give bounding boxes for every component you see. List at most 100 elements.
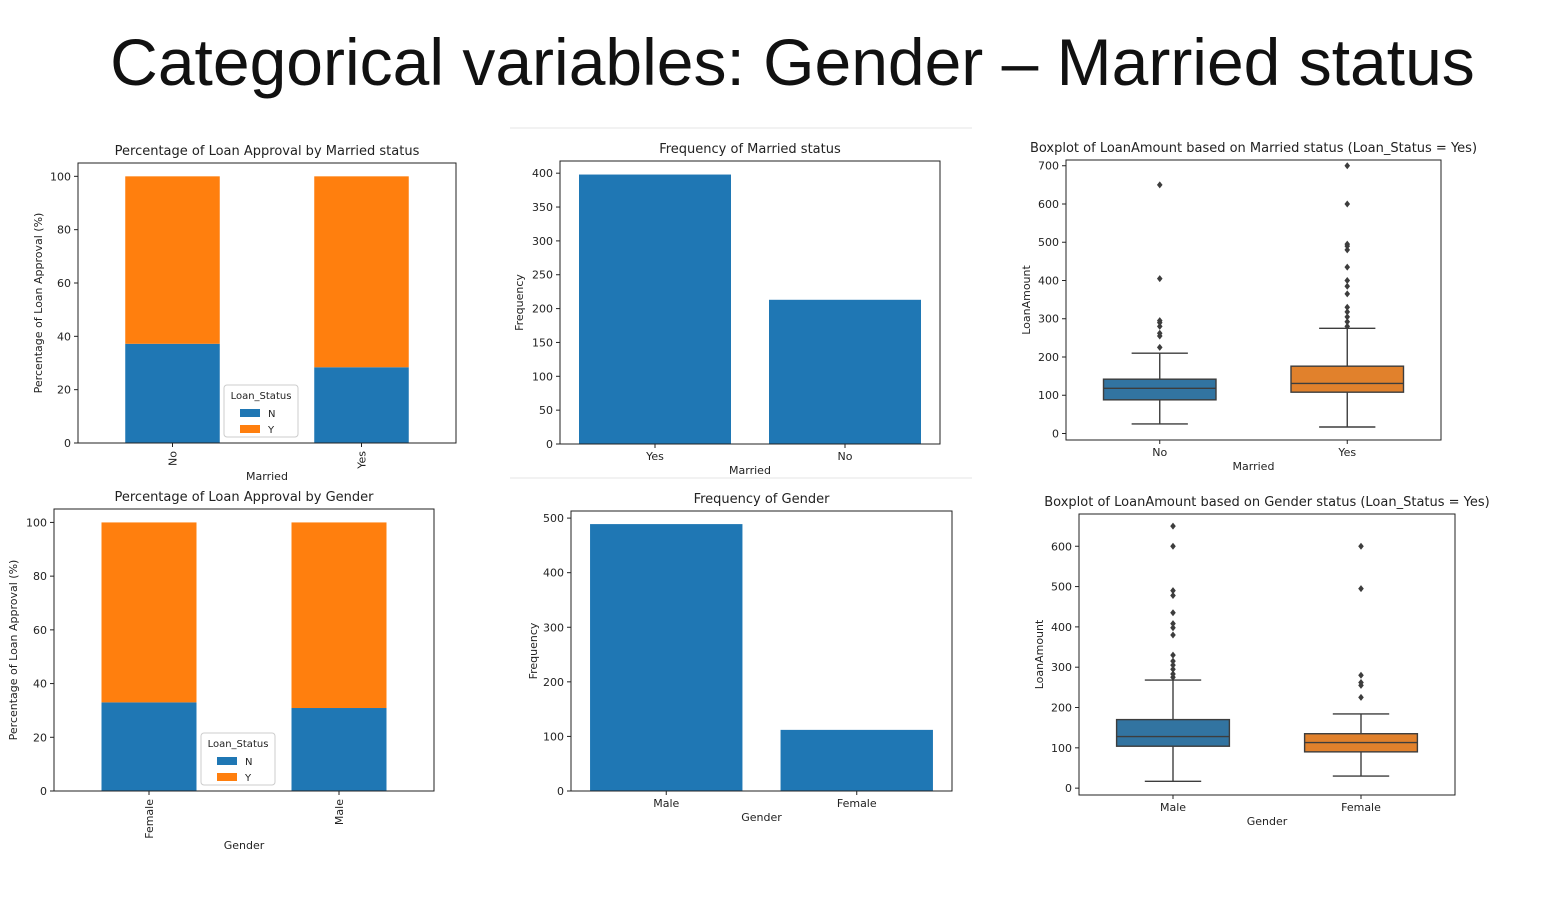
outlier-point [1170,542,1176,550]
outlier-point [1344,200,1351,208]
y-tick-label: 20 [33,731,47,744]
y-tick-label: 150 [532,336,553,349]
chart-married-freq: Yes No 0 50 100 150 200 250 300 350 400 Frequency o… [510,127,972,477]
bar-segment-y [101,522,197,703]
y-tick-label: 60 [33,624,47,637]
y-tick-label: 300 [1038,313,1059,326]
y-tick-label: 100 [26,516,47,529]
legend-title: Loan_Status [208,739,269,750]
x-tick-label: No [1152,446,1167,459]
chart-married-pct: No Yes 0 20 40 60 80 100 Percentage of Loan Appr… [32,144,457,483]
outlier-point [1344,246,1351,254]
outlier-point [1170,670,1176,678]
y-tick-label: 300 [1051,661,1072,674]
outlier-point [1156,275,1163,283]
y-tick-label: 400 [1051,621,1072,634]
y-tick-label: 100 [50,170,71,183]
outlier-point [1344,290,1351,298]
box-no [1102,181,1217,425]
x-axis-label: Married [1233,460,1275,473]
y-axis-label: Percentage of Loan Approval (%) [32,213,45,394]
iqr-box [1115,718,1231,747]
x-tick-label: Yes [645,450,664,463]
iqr-box [1102,378,1217,401]
legend-swatch [217,773,237,781]
y-tick-label: 0 [40,785,47,798]
legend-title: Loan_Status [231,391,292,402]
chart-gender-pct: Female Male 0 20 40 60 80 100 Percentage of Loan… [7,490,435,852]
bar-segment-n [125,343,220,443]
bar-segment-n [314,367,409,443]
chart-title: Frequency of Gender [694,492,831,507]
y-tick-label: 500 [1038,236,1059,249]
y-tick-label: 50 [539,404,553,417]
outlier-point [1170,522,1176,530]
bar-segment-n [291,708,387,791]
y-tick-label: 60 [57,277,71,290]
y-tick-label: 600 [1038,198,1059,211]
x-tick-label: No [838,450,853,463]
legend-box [223,384,299,438]
y-tick-label: 40 [33,678,47,691]
legend-label: N [268,409,275,420]
chart-married-box: No Yes 0 100 200 300 400 500 600 700 Boxplot of Lo… [1020,141,1477,473]
plot-frame [1065,159,1442,441]
y-tick-label: 100 [532,370,553,383]
bar [579,174,731,445]
outlier-point [1170,657,1176,665]
outlier-point [1156,322,1163,330]
outlier-point [1170,609,1176,617]
bar [769,299,921,444]
y-tick-label: 100 [1051,742,1072,755]
outlier-point [1344,308,1351,316]
x-tick-label: Female [1341,801,1381,814]
y-tick-label: 500 [1051,581,1072,594]
outlier-point [1170,591,1176,599]
y-tick-label: 200 [532,303,553,316]
y-tick-label: 80 [57,224,71,237]
y-tick-label: 100 [1038,389,1059,402]
outlier-point [1170,631,1176,639]
y-tick-label: 0 [64,437,71,450]
y-tick-label: 0 [1065,782,1072,795]
bar [780,729,933,791]
outlier-point [1344,276,1351,284]
bar-segment-y [125,176,220,344]
legend: Loan_Status NY [223,384,299,438]
y-tick-label: 200 [1051,702,1072,715]
bar-segment-y [291,522,387,709]
y-tick-label: 100 [543,730,564,743]
outlier-point [1358,671,1364,679]
y-tick-label: 0 [1052,427,1059,440]
box-yes [1290,162,1405,428]
outlier-point [1156,343,1163,351]
y-tick-label: 400 [1038,274,1059,287]
bar-segment-y [314,176,409,368]
y-axis-label: LoanAmount [1033,619,1046,689]
x-axis-label: Gender [741,811,782,824]
y-axis-label: Percentage of Loan Approval (%) [7,560,20,741]
outlier-point [1344,263,1351,271]
outlier-point [1358,542,1364,550]
outlier-point [1170,624,1176,632]
chart-gender-freq: Male Female 0 100 200 300 400 500 Frequency of G… [510,477,972,824]
chart-title: Percentage of Loan Approval by Gender [114,490,374,505]
x-tick-label: Female [143,799,156,839]
y-tick-label: 300 [543,621,564,634]
plot-frame [1078,513,1456,796]
y-tick-label: 200 [1038,351,1059,364]
x-axis-label: Married [729,464,771,477]
y-axis-label: Frequency [513,274,526,331]
y-tick-label: 0 [557,785,564,798]
outlier-point [1170,651,1176,659]
legend-swatch [240,425,260,433]
y-tick-label: 350 [532,201,553,214]
bar-segment-n [101,702,197,791]
y-tick-label: 250 [532,269,553,282]
x-axis-label: Married [246,470,288,483]
outlier-point [1358,679,1364,687]
outlier-point [1344,240,1351,248]
legend-label: N [245,757,252,768]
legend-swatch [217,757,237,765]
